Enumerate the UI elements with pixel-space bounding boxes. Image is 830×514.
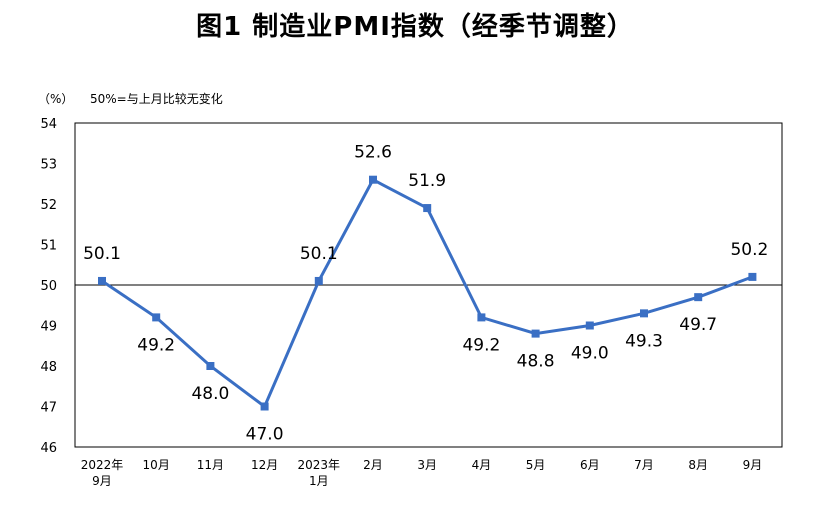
data-point-marker <box>369 175 377 184</box>
y-tick-label: 47 <box>40 401 57 416</box>
data-label: 49.3 <box>625 331 663 351</box>
data-label: 52.6 <box>354 143 392 163</box>
data-label: 48.8 <box>517 352 555 372</box>
data-point-marker <box>748 272 757 281</box>
x-tick-label: 7月 <box>634 458 654 472</box>
x-tick-label: 8月 <box>688 458 708 472</box>
pmi-data-labels: 50.1 49.2 48.0 47.0 50.1 52.6 51.9 49.2 48.8 49.0… <box>83 143 768 445</box>
x-tick-label: 12月 <box>251 458 278 472</box>
y-tick-label: 53 <box>40 158 57 173</box>
data-point-marker <box>477 313 486 322</box>
data-label: 50.2 <box>730 240 768 260</box>
x-tick-line: 12月 <box>251 458 278 472</box>
y-axis-unit: （%） <box>38 92 73 106</box>
x-tick-label: 2022年 9月 <box>81 458 124 488</box>
x-tick-line: 2月 <box>363 458 383 472</box>
y-tick-label: 52 <box>40 198 57 213</box>
x-tick-line: 5月 <box>526 458 546 472</box>
x-axis-ticks: 2022年 9月 10月 11月 12月 2023年 1月 2月 3月 4月 5月 6月 7月 8月 9月 <box>81 458 762 488</box>
x-tick-line: 9月 <box>743 458 763 472</box>
data-label: 49.2 <box>137 335 175 355</box>
y-tick-label: 46 <box>40 441 57 456</box>
x-tick-label: 9月 <box>743 458 763 472</box>
y-axis-ticks: 46 47 48 49 50 51 52 53 54 <box>40 117 57 456</box>
x-tick-line: 4月 <box>472 458 492 472</box>
data-label: 51.9 <box>408 171 446 191</box>
data-label: 50.1 <box>300 244 338 264</box>
x-tick-label: 6月 <box>580 458 600 472</box>
x-tick-label: 10月 <box>143 458 170 472</box>
x-tick-line: 8月 <box>688 458 708 472</box>
x-tick-label: 2月 <box>363 458 383 472</box>
x-tick-label: 4月 <box>472 458 492 472</box>
x-tick-label: 2023年 1月 <box>298 458 341 488</box>
y-tick-label: 50 <box>40 279 57 294</box>
data-label: 49.2 <box>462 335 500 355</box>
data-point-marker <box>531 329 540 338</box>
y-tick-label: 54 <box>40 117 57 132</box>
data-point-marker <box>152 313 161 322</box>
data-point-marker <box>585 321 594 330</box>
data-label: 48.0 <box>191 384 229 404</box>
y-tick-label: 48 <box>40 360 57 375</box>
x-tick-label: 5月 <box>526 458 546 472</box>
x-tick-line: 6月 <box>580 458 600 472</box>
data-point-marker <box>260 402 269 411</box>
data-point-marker <box>314 276 323 285</box>
data-label: 47.0 <box>246 425 284 445</box>
data-point-marker <box>694 293 703 302</box>
pmi-markers <box>98 175 757 411</box>
data-point-marker <box>206 362 215 370</box>
chart-title: 图1 制造业PMI指数（经季节调整） <box>196 12 634 42</box>
x-tick-line: 2023年 <box>298 458 341 472</box>
y-tick-label: 51 <box>40 239 57 254</box>
data-point-marker <box>423 204 432 213</box>
x-tick-line: 11月 <box>197 458 224 472</box>
x-tick-label: 3月 <box>417 458 437 472</box>
pmi-series-line <box>101 177 753 409</box>
y-tick-label: 49 <box>40 320 57 335</box>
data-point-marker <box>98 276 106 285</box>
reference-note: 50%=与上月比较无变化 <box>90 91 223 106</box>
x-tick-line: 2022年 <box>81 458 124 472</box>
x-tick-line: 10月 <box>143 458 170 472</box>
x-tick-line: 7月 <box>634 458 654 472</box>
data-label: 49.7 <box>679 315 717 335</box>
x-tick-line: 3月 <box>417 458 437 472</box>
data-label: 50.1 <box>83 244 121 264</box>
x-tick-label: 11月 <box>197 458 224 472</box>
x-tick-line: 9月 <box>92 474 112 488</box>
data-label: 49.0 <box>571 344 609 364</box>
x-tick-line: 1月 <box>309 474 329 488</box>
data-point-marker <box>640 309 648 318</box>
